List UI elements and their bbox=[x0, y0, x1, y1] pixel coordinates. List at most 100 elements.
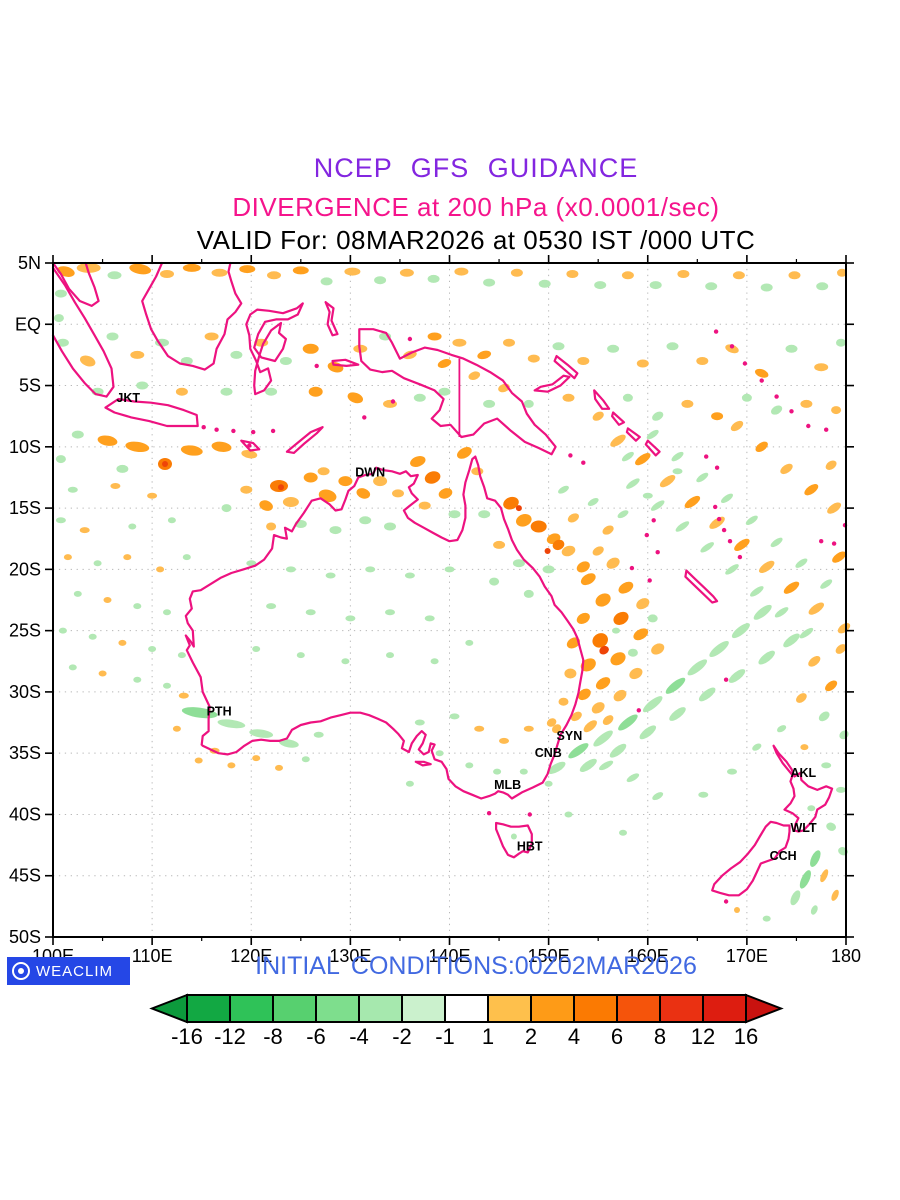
divergence-patch bbox=[182, 263, 201, 272]
divergence-patch bbox=[705, 282, 718, 291]
divergence-patch bbox=[347, 392, 364, 404]
divergence-patch bbox=[73, 590, 82, 597]
y-axis-label: 40S bbox=[9, 804, 41, 824]
coastline bbox=[358, 328, 557, 456]
divergence-patch bbox=[727, 768, 737, 775]
divergence-patch bbox=[602, 525, 614, 535]
divergence-patch bbox=[427, 274, 440, 283]
coastline bbox=[245, 302, 304, 396]
divergence-patch bbox=[621, 271, 634, 280]
divergence-patch bbox=[609, 743, 627, 758]
divergence-patch bbox=[587, 498, 599, 506]
colorbar-segment bbox=[315, 994, 360, 1023]
divergence-patch bbox=[617, 510, 629, 519]
divergence-patch bbox=[576, 561, 590, 573]
divergence-patch bbox=[675, 521, 690, 532]
divergence-patch bbox=[241, 450, 258, 459]
coastline bbox=[285, 426, 324, 454]
divergence-patch bbox=[613, 689, 627, 702]
coastline bbox=[553, 355, 579, 380]
divergence-patch bbox=[626, 478, 640, 489]
divergence-patch bbox=[576, 612, 590, 624]
colorbar-segment bbox=[272, 994, 317, 1023]
divergence-patch bbox=[68, 664, 77, 671]
island-dot bbox=[636, 708, 641, 713]
divergence-patch bbox=[410, 456, 426, 467]
divergence-patch bbox=[302, 343, 319, 354]
divergence-patch bbox=[106, 332, 119, 341]
divergence-patch bbox=[583, 720, 597, 733]
coastline bbox=[495, 821, 533, 859]
coastline bbox=[141, 261, 243, 371]
divergence-patch bbox=[642, 696, 663, 713]
divergence-patch bbox=[308, 386, 323, 397]
divergence-patch bbox=[175, 387, 188, 396]
divergence-patch bbox=[259, 500, 273, 511]
divergence-patch bbox=[449, 713, 460, 720]
divergence-patch bbox=[800, 744, 809, 751]
island-dot bbox=[231, 428, 236, 434]
divergence-patch bbox=[709, 640, 729, 658]
divergence-patch bbox=[489, 577, 500, 586]
island-dot bbox=[655, 550, 660, 555]
divergence-patch bbox=[133, 676, 142, 683]
island-dot bbox=[789, 409, 794, 414]
divergence-patch bbox=[438, 488, 453, 499]
divergence-patch bbox=[103, 597, 112, 603]
divergence-patch bbox=[437, 359, 452, 368]
divergence-patch bbox=[566, 637, 580, 649]
divergence-patch bbox=[503, 496, 519, 510]
divergence-patch bbox=[204, 332, 219, 341]
city-label: DWN bbox=[355, 466, 385, 480]
divergence-patch bbox=[544, 548, 551, 554]
valid-time-line: VALID For: 08MAR2026 at 0530 IST /000 UT… bbox=[196, 225, 756, 255]
divergence-patch bbox=[783, 633, 800, 648]
divergence-patch bbox=[493, 768, 502, 775]
divergence-patch bbox=[110, 483, 121, 489]
divergence-patch bbox=[754, 368, 769, 378]
divergence-patch bbox=[527, 354, 540, 363]
divergence-patch bbox=[471, 467, 484, 476]
divergence-patch bbox=[595, 677, 611, 690]
x-axis-label: 160E bbox=[627, 946, 669, 966]
divergence-patch bbox=[566, 270, 579, 278]
divergence-patch bbox=[570, 711, 582, 722]
divergence-patch bbox=[217, 719, 246, 729]
divergence-patch bbox=[239, 265, 256, 274]
divergence-patch bbox=[837, 623, 851, 634]
divergence-patch bbox=[825, 460, 837, 470]
divergence-patch bbox=[547, 761, 566, 774]
island-dot bbox=[651, 518, 656, 523]
city-label: AKL bbox=[790, 766, 816, 780]
divergence-patch bbox=[804, 484, 819, 496]
divergence-patch bbox=[698, 791, 709, 798]
divergence-patch bbox=[760, 283, 773, 292]
colorbar-segment bbox=[530, 994, 575, 1023]
colorbar-label: 16 bbox=[734, 1024, 758, 1049]
divergence-patch bbox=[292, 266, 309, 275]
island-dot bbox=[407, 336, 413, 342]
divergence-patch bbox=[636, 359, 649, 368]
coastline bbox=[51, 266, 115, 398]
divergence-patch bbox=[278, 484, 284, 491]
divergence-patch bbox=[365, 566, 376, 573]
divergence-patch bbox=[230, 350, 243, 359]
divergence-patch bbox=[282, 497, 299, 507]
divergence-patch bbox=[592, 546, 604, 556]
divergence-patch bbox=[610, 652, 626, 666]
divergence-patch bbox=[125, 441, 150, 453]
divergence-patch bbox=[194, 757, 203, 764]
divergence-patch bbox=[457, 447, 472, 459]
divergence-patch bbox=[613, 611, 629, 625]
city-label: HBT bbox=[517, 839, 543, 853]
divergence-patch bbox=[523, 589, 534, 598]
divergence-patch bbox=[627, 648, 638, 657]
y-axis-label: 5S bbox=[19, 376, 41, 396]
island-dot bbox=[723, 677, 729, 682]
colorbar-label: 1 bbox=[482, 1024, 494, 1049]
divergence-patch bbox=[730, 420, 744, 432]
divergence-field bbox=[53, 262, 851, 922]
divergence-patch bbox=[55, 455, 66, 464]
coastline bbox=[625, 427, 641, 442]
